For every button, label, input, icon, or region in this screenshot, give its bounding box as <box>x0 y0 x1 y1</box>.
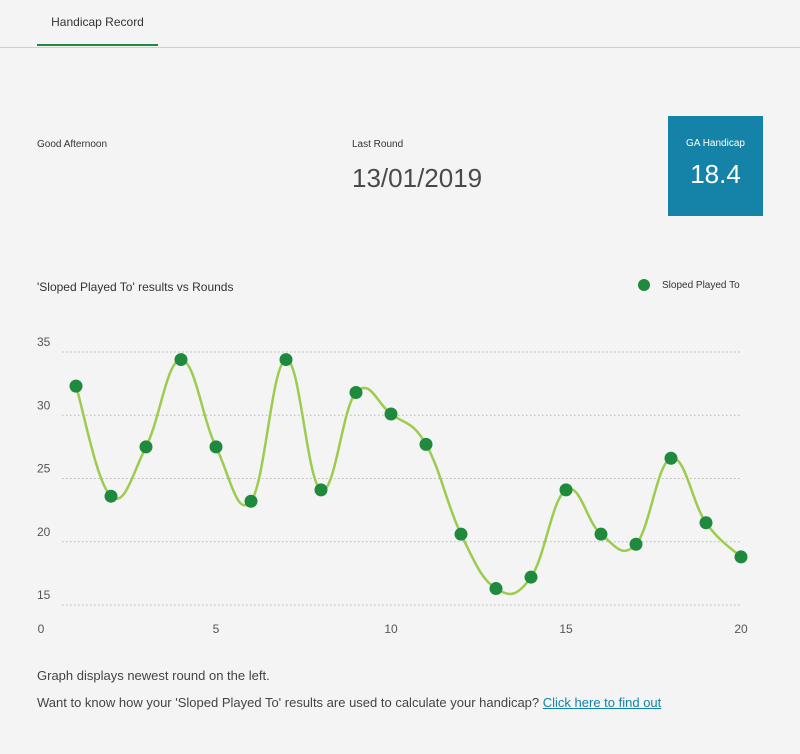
data-point <box>384 407 398 421</box>
data-point <box>664 451 678 465</box>
tab-bar: Handicap Record <box>0 0 800 48</box>
x-tick-label: 10 <box>384 622 398 636</box>
handicap-question: Want to know how your 'Sloped Played To'… <box>37 695 661 710</box>
legend-label: Sloped Played To <box>662 279 740 291</box>
legend-dot-icon <box>638 279 650 291</box>
data-point <box>489 582 503 596</box>
x-tick-label: 5 <box>213 622 220 636</box>
tab-handicap-record[interactable]: Handicap Record <box>37 0 158 46</box>
last-round-label: Last Round <box>352 139 404 150</box>
y-tick-label: 30 <box>37 398 51 412</box>
x-tick-label: 20 <box>734 622 748 636</box>
data-point <box>209 440 223 454</box>
chart-title: 'Sloped Played To' results vs Rounds <box>37 280 234 294</box>
data-point <box>629 537 643 551</box>
chart-legend: Sloped Played To <box>638 279 740 291</box>
data-point <box>244 494 258 508</box>
data-point <box>69 379 83 393</box>
x-tick-label: 0 <box>38 622 45 636</box>
handicap-question-text: Want to know how your 'Sloped Played To'… <box>37 695 543 710</box>
data-point <box>139 440 153 454</box>
y-tick-label: 15 <box>37 588 51 602</box>
data-point <box>559 483 573 497</box>
graph-note: Graph displays newest round on the left. <box>37 668 270 683</box>
y-tick-label: 20 <box>37 525 51 539</box>
handicap-label: GA Handicap <box>686 138 745 149</box>
find-out-link[interactable]: Click here to find out <box>542 695 662 710</box>
data-point <box>349 385 363 399</box>
data-point <box>174 353 188 367</box>
data-point <box>594 527 608 541</box>
data-point <box>734 550 748 564</box>
x-tick-label: 15 <box>559 622 573 636</box>
handicap-card: GA Handicap 18.4 <box>668 116 763 216</box>
line-chart: 15 20 25 30 35 0 5 10 15 20 <box>37 335 748 636</box>
series-line <box>74 358 742 596</box>
data-point <box>454 527 468 541</box>
data-point <box>699 516 713 530</box>
data-point <box>314 483 328 497</box>
data-point <box>419 437 433 451</box>
data-point <box>104 489 118 503</box>
y-tick-label: 35 <box>37 335 51 349</box>
y-tick-label: 25 <box>37 462 51 476</box>
last-round-value: 13/01/2019 <box>352 163 483 193</box>
data-point <box>279 353 293 367</box>
greeting-text: Good Afternoon <box>37 139 108 150</box>
handicap-value: 18.4 <box>690 159 741 189</box>
data-point <box>524 570 538 584</box>
